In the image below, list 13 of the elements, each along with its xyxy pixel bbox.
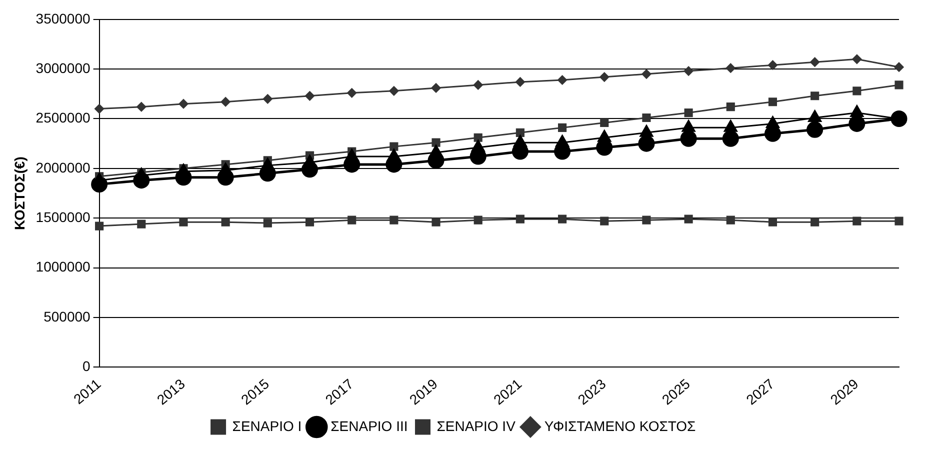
legend-label: ΣΕΝΑΡΙΟ IV (436, 418, 516, 434)
legend-label: ΣΕΝΑΡΙΟ I (232, 418, 302, 434)
y-tick-label: 0 (82, 358, 91, 374)
legend-label: ΥΦΙΣΤΑΜΕΝΟ ΚΟΣΤΟΣ (544, 418, 696, 434)
y-tick-label: 3000000 (36, 60, 91, 76)
y-tick-label: 3500000 (36, 10, 91, 26)
y-tick-label: 2000000 (36, 159, 91, 176)
y-tick-label: 2500000 (36, 110, 91, 126)
y-tick-label: 1500000 (36, 208, 91, 225)
legend-label: ΣΕΝΑΡΙΟ III (330, 418, 408, 434)
y-axis-title: ΚΟΣΤΟΣ(€) (11, 156, 28, 230)
y-tick-label: 500000 (44, 308, 91, 324)
y-tick-label: 1000000 (36, 258, 91, 275)
